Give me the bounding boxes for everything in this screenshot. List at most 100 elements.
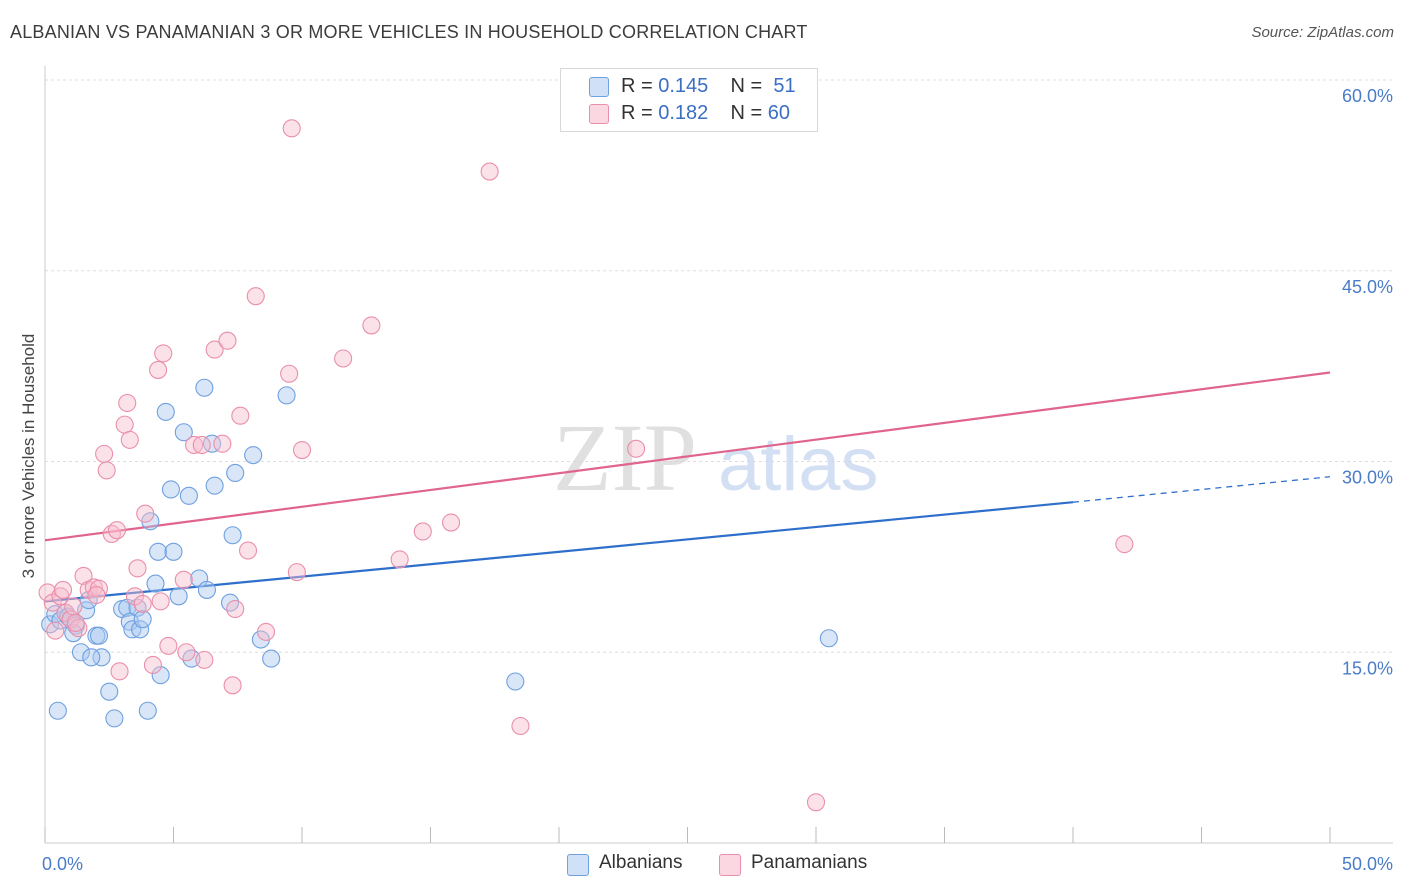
point-albanians-42 <box>223 526 242 545</box>
legend-text: R = 0.145 N = 51 <box>621 75 796 98</box>
trend-line-albanians <box>44 501 1074 603</box>
n-label: N = <box>730 102 768 124</box>
point-albanians-33 <box>169 587 188 606</box>
source-label: Source: ZipAtlas.com <box>1251 24 1394 41</box>
point-panamanians-58 <box>87 585 106 605</box>
r-value: 0.145 <box>658 75 709 97</box>
point-albanians-32 <box>164 542 183 561</box>
point-albanians-12 <box>89 626 109 645</box>
r-value: 0.182 <box>658 102 709 124</box>
point-albanians-28 <box>151 666 170 685</box>
point-panamanians-57 <box>1115 535 1134 554</box>
point-panamanians-17 <box>110 662 129 681</box>
point-panamanians-43 <box>256 622 276 641</box>
point-albanians-26 <box>146 574 165 593</box>
point-albanians-49 <box>506 672 525 691</box>
n-label: N = <box>730 75 768 97</box>
point-albanians-15 <box>100 682 119 701</box>
point-panamanians-48 <box>334 349 353 368</box>
point-panamanians-14 <box>97 461 116 480</box>
r-label: R = <box>621 102 659 124</box>
n-value: 51 <box>773 75 796 97</box>
point-panamanians-34 <box>195 650 214 669</box>
point-panamanians-33 <box>192 435 211 455</box>
legend-swatch-albanians <box>589 77 609 97</box>
point-albanians-45 <box>244 446 263 465</box>
point-panamanians-24 <box>136 504 155 523</box>
point-panamanians-59 <box>66 613 85 633</box>
point-albanians-30 <box>156 402 175 421</box>
point-panamanians-56 <box>806 793 826 812</box>
point-panamanians-8 <box>69 619 88 638</box>
point-albanians-29 <box>138 701 157 720</box>
point-panamanians-9 <box>74 566 93 586</box>
legend-text: R = 0.182 N = 60 <box>621 102 790 125</box>
series-legend: Albanians Panamanians <box>0 852 1406 878</box>
point-albanians-14 <box>82 648 101 667</box>
point-panamanians-44 <box>280 364 299 383</box>
point-albanians-34 <box>174 423 193 442</box>
trend-line-panamanians <box>44 371 1331 542</box>
point-panamanians-26 <box>149 360 168 379</box>
point-panamanians-31 <box>177 643 196 662</box>
point-albanians-27 <box>149 542 168 561</box>
point-albanians-38 <box>195 378 214 397</box>
point-albanians-41 <box>205 476 224 495</box>
y-axis-label: 3 or more Vehicles in Household <box>19 334 38 579</box>
point-panamanians-53 <box>480 162 499 181</box>
watermark-atlas: atlas <box>718 422 879 507</box>
n-value: 60 <box>767 102 791 124</box>
legend-label-albanians: Albanians <box>599 852 683 873</box>
point-panamanians-51 <box>413 522 432 541</box>
point-panamanians-52 <box>442 513 461 532</box>
chart-title: ALBANIAN VS PANAMANIAN 3 OR MORE VEHICLE… <box>10 22 808 42</box>
point-panamanians-2 <box>46 621 65 640</box>
point-panamanians-55 <box>627 439 646 458</box>
point-albanians-39 <box>197 580 216 599</box>
point-panamanians-20 <box>120 430 139 449</box>
point-panamanians-16 <box>107 521 127 540</box>
point-albanians-50 <box>819 629 838 648</box>
point-panamanians-35 <box>205 340 224 359</box>
point-panamanians-40 <box>231 406 250 425</box>
point-albanians-13 <box>92 648 111 667</box>
point-panamanians-4 <box>53 580 73 599</box>
r-label: R = <box>621 75 659 97</box>
tick-labels: 15.0% 30.0% 45.0% 60.0% 0.0% 50.0% <box>42 86 1393 874</box>
point-panamanians-23 <box>133 594 152 613</box>
axes <box>44 66 1393 844</box>
point-panamanians-47 <box>292 441 312 460</box>
point-albanians-16 <box>48 701 67 720</box>
x-tick-label-1: 50.0% <box>1342 854 1393 874</box>
x-tick-label-0: 0.0% <box>42 854 83 874</box>
point-panamanians-22 <box>128 559 147 578</box>
legend-swatch-albanians <box>567 854 589 876</box>
point-albanians-8 <box>71 643 91 662</box>
point-panamanians-41 <box>238 541 258 560</box>
correlation-legend: R = 0.145 N = 51 R = 0.182 N = 60 <box>560 68 818 132</box>
y-tick-label-3: 60.0% <box>1342 86 1393 106</box>
legend-swatch-panamanians <box>719 854 741 876</box>
data-points <box>38 119 1134 812</box>
point-panamanians-50 <box>390 550 409 569</box>
point-panamanians-13 <box>95 444 114 463</box>
point-panamanians-46 <box>287 563 306 582</box>
y-tick-label-2: 45.0% <box>1342 277 1393 297</box>
point-panamanians-30 <box>174 570 193 589</box>
point-panamanians-38 <box>223 676 242 695</box>
point-panamanians-25 <box>143 655 162 675</box>
y-tick-label-1: 30.0% <box>1342 468 1393 488</box>
trend-extension-albanians <box>1072 476 1331 503</box>
point-albanians-48 <box>277 386 296 405</box>
point-panamanians-28 <box>154 344 173 363</box>
grid-lines <box>45 79 1393 653</box>
point-panamanians-54 <box>511 716 530 736</box>
point-albanians-17 <box>105 709 124 728</box>
point-panamanians-45 <box>282 119 301 138</box>
watermark: ZIP atlas <box>553 404 879 511</box>
point-albanians-43 <box>226 463 245 482</box>
point-panamanians-27 <box>151 592 170 611</box>
legend-label-panamanians: Panamanians <box>751 852 868 873</box>
point-albanians-47 <box>262 649 281 668</box>
